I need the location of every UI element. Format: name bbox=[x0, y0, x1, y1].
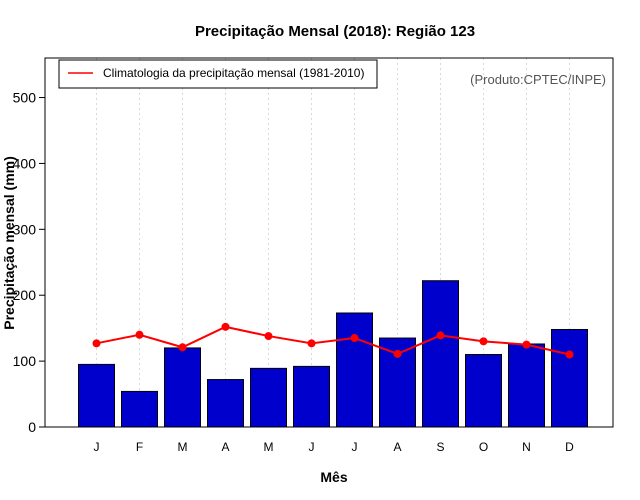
x-tick-label-8: S bbox=[436, 440, 444, 454]
x-tick-label-7: A bbox=[393, 440, 401, 454]
y-tick-label-400: 400 bbox=[13, 155, 37, 171]
legend-label: Climatologia da precipitação mensal (198… bbox=[103, 66, 364, 80]
bar-m-2 bbox=[164, 347, 201, 428]
x-tick-label-0: J bbox=[94, 440, 100, 454]
bar-d-11 bbox=[551, 328, 588, 428]
bar-a-3 bbox=[207, 379, 244, 428]
climatology-point-1 bbox=[135, 330, 144, 339]
bar-layer bbox=[78, 280, 588, 428]
climatology-point-2 bbox=[178, 343, 187, 352]
legend: Climatologia da precipitação mensal (198… bbox=[58, 59, 378, 89]
bar-s-8 bbox=[422, 280, 459, 428]
bar-m-4 bbox=[250, 367, 287, 428]
y-tick-label-200: 200 bbox=[13, 287, 37, 303]
grid-layer bbox=[96, 58, 570, 427]
climatology-point-11 bbox=[565, 350, 574, 359]
bar-o-9 bbox=[465, 354, 502, 428]
legend-box bbox=[58, 59, 378, 89]
bar-j-5 bbox=[293, 365, 330, 428]
y-axis: 0 100 200 300 400 500 bbox=[13, 90, 45, 435]
x-tick-label-1: F bbox=[136, 440, 143, 454]
climatology-point-4 bbox=[264, 332, 273, 341]
climatology-point-0 bbox=[92, 339, 101, 348]
x-tick-label-6: J bbox=[352, 440, 358, 454]
x-tick-label-4: M bbox=[264, 440, 274, 454]
x-tick-label-11: D bbox=[565, 440, 574, 454]
climatology-point-3 bbox=[221, 322, 230, 331]
climatology-line-layer bbox=[92, 322, 574, 359]
plot-frame bbox=[44, 57, 614, 428]
climatology-point-10 bbox=[522, 340, 531, 349]
climatology-point-5 bbox=[307, 339, 316, 348]
credit-label: (Produto:CPTEC/INPE) bbox=[470, 72, 606, 87]
y-tick-label-300: 300 bbox=[13, 221, 37, 237]
x-axis-label: Mês bbox=[320, 469, 347, 485]
climatology-point-9 bbox=[479, 337, 488, 346]
x-tick-label-3: A bbox=[221, 440, 229, 454]
x-tick-label-10: N bbox=[522, 440, 531, 454]
y-axis-label: Precipitação mensal (mm) bbox=[1, 156, 17, 330]
climatology-line bbox=[96, 325, 570, 356]
x-tick-label-9: O bbox=[479, 440, 488, 454]
bar-j-0 bbox=[78, 363, 115, 428]
chart-title: Precipitação Mensal (2018): Região 123 bbox=[195, 23, 475, 40]
bar-j-6 bbox=[336, 312, 373, 428]
bar-f-1 bbox=[121, 390, 158, 428]
y-tick-label-0: 0 bbox=[28, 419, 36, 435]
x-tick-label-5: J bbox=[309, 440, 315, 454]
y-tick-label-100: 100 bbox=[13, 353, 37, 369]
x-tick-label-2: M bbox=[178, 440, 188, 454]
climatology-point-6 bbox=[350, 334, 359, 343]
climatology-point-7 bbox=[393, 349, 402, 358]
y-tick-label-500: 500 bbox=[13, 90, 37, 106]
bar-n-10 bbox=[508, 343, 545, 428]
climatology-point-8 bbox=[436, 331, 445, 340]
